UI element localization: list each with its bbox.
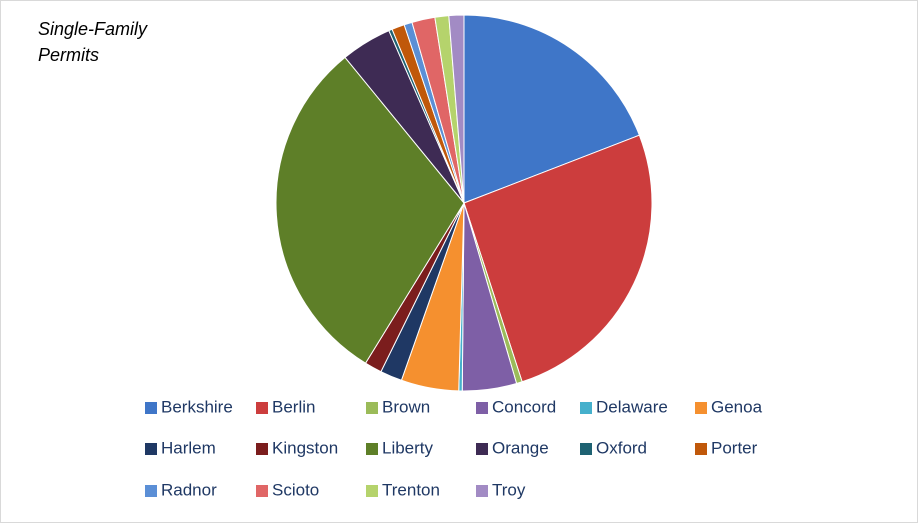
pie-slice xyxy=(275,56,465,364)
legend-label: Berlin xyxy=(272,397,315,416)
legend-swatch xyxy=(256,485,268,497)
legend-swatch xyxy=(366,443,378,455)
legend-label: Trenton xyxy=(382,480,440,499)
legend-swatch xyxy=(256,402,268,414)
legend-label: Orange xyxy=(492,438,549,457)
legend-swatch xyxy=(695,402,707,414)
legend-swatch xyxy=(256,443,268,455)
pie-slice xyxy=(448,14,465,204)
legend-label: Harlem xyxy=(161,438,216,457)
legend-label: Oxford xyxy=(596,438,647,457)
chart-title: Single-Family Permits xyxy=(38,19,148,65)
legend-label: Scioto xyxy=(272,480,319,499)
legend-swatch xyxy=(476,402,488,414)
pie-slice xyxy=(463,134,653,383)
legend-swatch xyxy=(366,485,378,497)
legend-swatch xyxy=(145,402,157,414)
legend-swatch xyxy=(580,402,592,414)
legend-label: Liberty xyxy=(382,438,434,457)
legend-swatch xyxy=(145,443,157,455)
legend-label: Genoa xyxy=(711,397,763,416)
legend-label: Delaware xyxy=(596,397,668,416)
legend-label: Berkshire xyxy=(161,397,233,416)
legend-swatch xyxy=(366,402,378,414)
legend-label: Radnor xyxy=(161,480,217,499)
legend-label: Brown xyxy=(382,397,430,416)
legend-swatch xyxy=(476,485,488,497)
legend-label: Troy xyxy=(492,480,526,499)
legend-swatch xyxy=(695,443,707,455)
pie-slice xyxy=(463,14,640,204)
legend-label: Porter xyxy=(711,438,758,457)
legend-swatch xyxy=(476,443,488,455)
legend-swatch xyxy=(145,485,157,497)
legend-swatch xyxy=(580,443,592,455)
legend-label: Kingston xyxy=(272,438,338,457)
legend-label: Concord xyxy=(492,397,556,416)
